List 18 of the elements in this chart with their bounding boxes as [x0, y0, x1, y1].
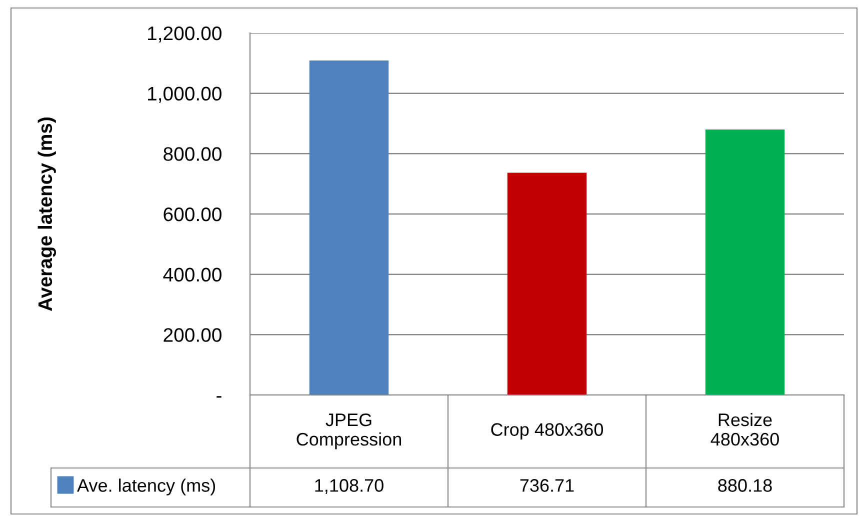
legend-label: Ave. latency (ms) [77, 478, 216, 496]
bar [705, 129, 785, 395]
x-tick-label: Crop 480x360 [491, 423, 604, 440]
y-tick-label: 800.00 [164, 147, 222, 161]
y-tick-label: 400.00 [163, 268, 222, 282]
y-tick-label: 600.00 [164, 207, 222, 222]
x-tick-label: JPEG Compression [296, 413, 402, 450]
y-tick-label: 1,200.00 [148, 26, 222, 43]
data-label: 880.18 [718, 479, 772, 492]
bar [309, 60, 389, 395]
y-tick-label: - [216, 396, 222, 398]
data-label: 736.71 [520, 479, 574, 492]
bar [507, 172, 587, 395]
y-tick-label: 200.00 [164, 328, 222, 342]
y-tick-label: 1,000.00 [148, 86, 222, 103]
y-axis-title: Average latency (ms) [38, 118, 56, 311]
data-label: 1,108.70 [315, 479, 384, 494]
x-tick-label: Resize 480x360 [710, 412, 779, 446]
